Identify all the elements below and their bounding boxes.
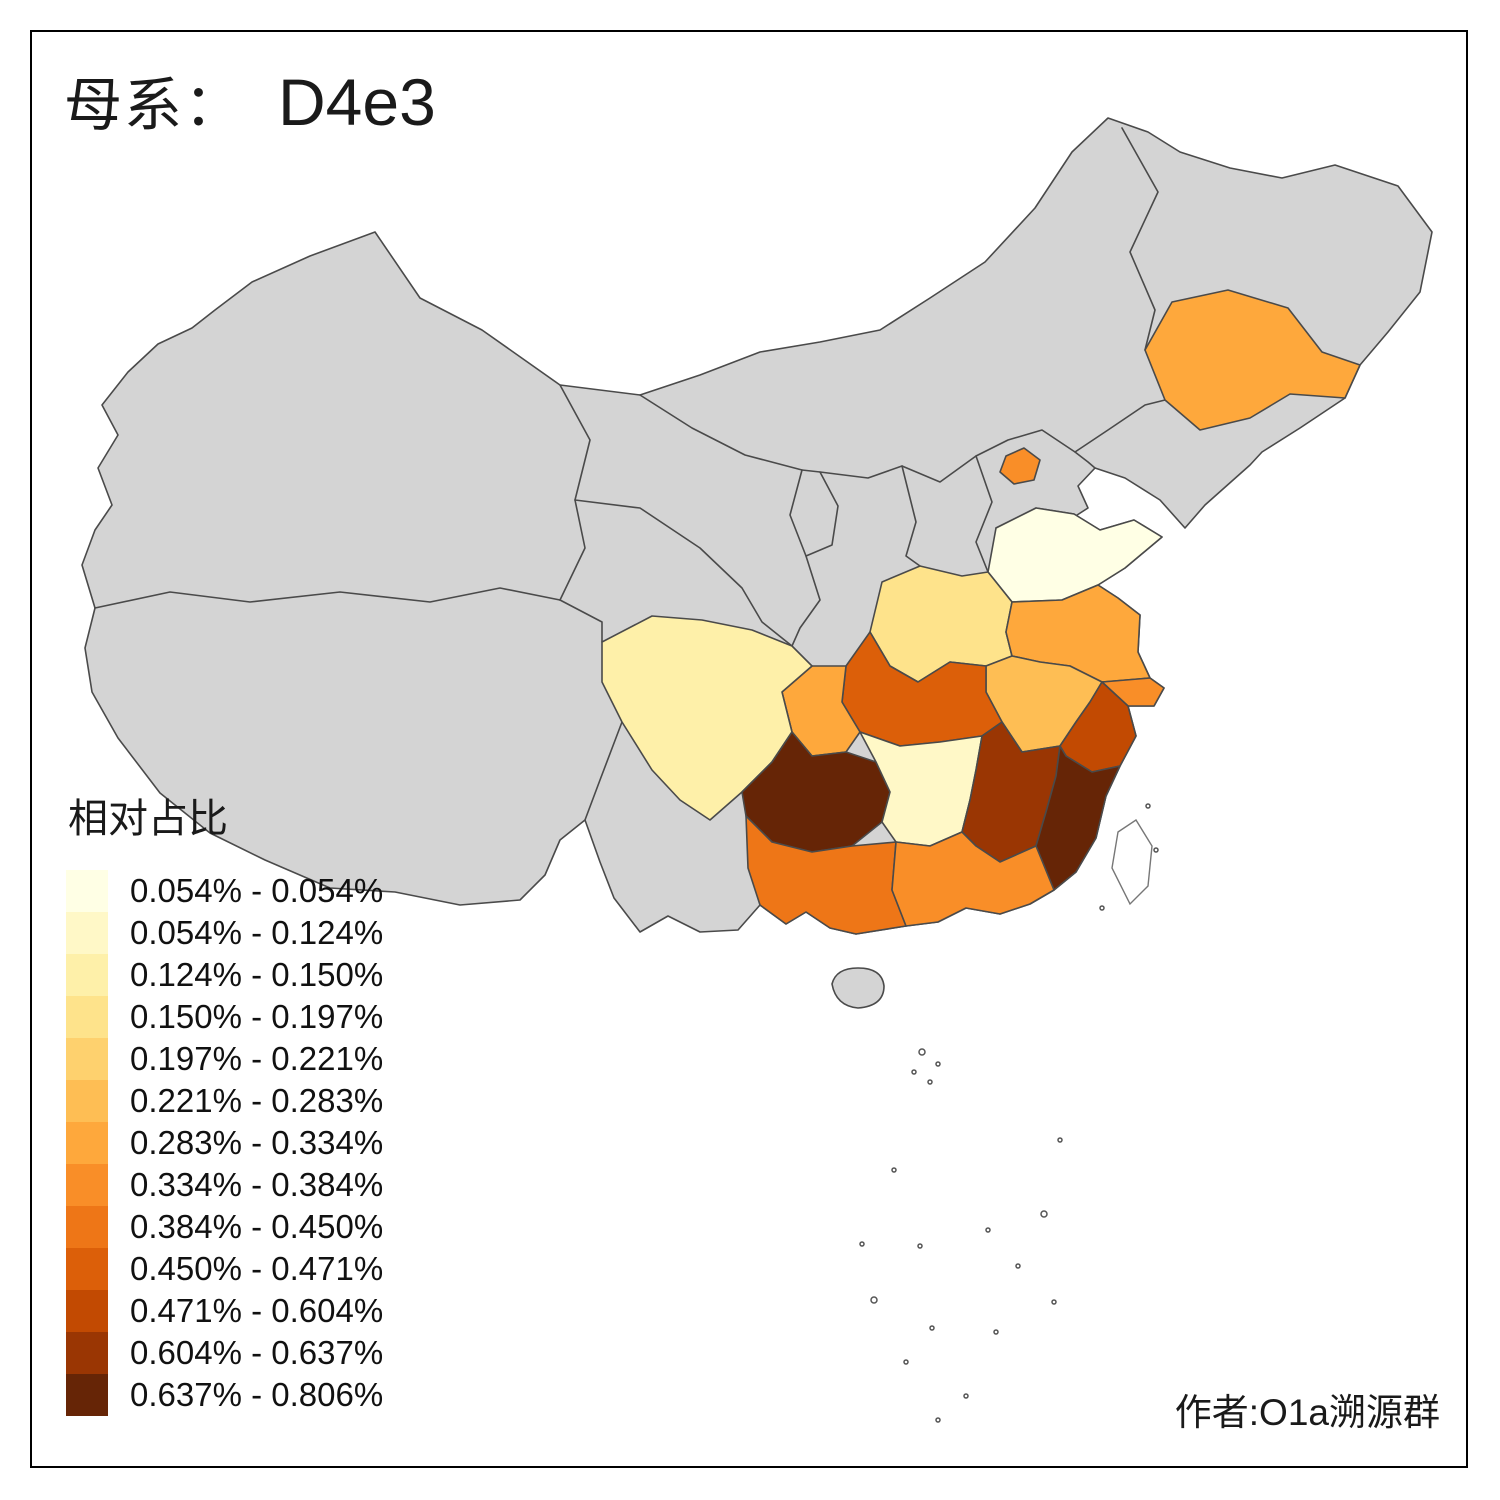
taiwan-island (1111, 819, 1153, 906)
legend-swatch (66, 1164, 108, 1206)
border-liaoning-hebei (1074, 451, 1096, 469)
border-gansu-neimenggu (639, 394, 803, 471)
legend-label: 0.637% - 0.806% (130, 1376, 384, 1413)
legend-entry: 0.384% - 0.450% (66, 1206, 383, 1248)
province-jilin (1144, 289, 1361, 431)
legend-entry: 0.450% - 0.471% (66, 1248, 383, 1290)
legend-swatch (66, 1206, 108, 1248)
legend-swatch (66, 1248, 108, 1290)
province-guangxi (745, 815, 907, 935)
islet (918, 1048, 926, 1056)
islet (903, 1359, 909, 1365)
title-haplogroup: D4e3 (278, 65, 436, 139)
province-beijing (999, 447, 1041, 485)
islet (1015, 1263, 1021, 1269)
legend-swatch (66, 1038, 108, 1080)
islet (1145, 803, 1151, 809)
legend-swatch (66, 1290, 108, 1332)
islet (870, 1296, 878, 1304)
legend-panel: 相对占比 0.054% - 0.054% 0.054% - 0.124% 0.1… (66, 786, 383, 1416)
legend-swatch (66, 996, 108, 1038)
legend-label: 0.283% - 0.334% (130, 1124, 384, 1161)
islet (935, 1061, 941, 1067)
legend-label: 0.054% - 0.054% (130, 872, 384, 909)
border-heilongjiang-neimenggu (1121, 127, 1159, 351)
islet (1057, 1137, 1063, 1143)
legend-label: 0.197% - 0.221% (130, 1040, 384, 1077)
border-shaanxi-shanxi (901, 465, 921, 567)
province-fujian (1035, 745, 1121, 891)
legend-label: 0.471% - 0.604% (130, 1292, 384, 1329)
legend-entry: 0.124% - 0.150% (66, 954, 383, 996)
legend-entry: 0.283% - 0.334% (66, 1122, 383, 1164)
islet (927, 1079, 933, 1085)
legend-label: 0.221% - 0.283% (130, 1082, 384, 1119)
legend-label: 0.054% - 0.124% (130, 914, 384, 951)
legend-label: 0.604% - 0.637% (130, 1334, 384, 1371)
islet (963, 1393, 969, 1399)
south-china-sea-islands (859, 803, 1159, 1423)
legend-entry: 0.334% - 0.384% (66, 1164, 383, 1206)
islet (985, 1227, 991, 1233)
legend-entry: 0.471% - 0.604% (66, 1290, 383, 1332)
islet (1153, 847, 1159, 853)
islet (911, 1069, 917, 1075)
legend-entry: 0.150% - 0.197% (66, 996, 383, 1038)
legend-entry: 0.637% - 0.806% (66, 1374, 383, 1416)
islet (1099, 905, 1105, 911)
legend-label: 0.450% - 0.471% (130, 1250, 384, 1287)
map-title: 母系： D4e3 (64, 58, 436, 142)
legend-label: 0.124% - 0.150% (130, 956, 384, 993)
no-data-province-borders (94, 127, 1166, 821)
islet (859, 1241, 865, 1247)
author-credit: 作者:O1a溯源群 (1174, 1392, 1440, 1433)
legend-swatch (66, 1080, 108, 1122)
legend-swatch (66, 1332, 108, 1374)
legend-swatch (66, 870, 108, 912)
legend-entry: 0.054% - 0.054% (66, 870, 383, 912)
islet (993, 1329, 999, 1335)
legend-swatch (66, 954, 108, 996)
legend-label: 0.150% - 0.197% (130, 998, 384, 1035)
legend-entry: 0.054% - 0.124% (66, 912, 383, 954)
legend-entry: 0.604% - 0.637% (66, 1332, 383, 1374)
border-tibet-yunnan (584, 721, 623, 821)
border-xinjiang-tibet (94, 587, 561, 609)
border-neimenggu-south (819, 399, 1166, 483)
legend-swatch (66, 1122, 108, 1164)
islet (1051, 1299, 1057, 1305)
islet (917, 1243, 923, 1249)
legend-label: 0.384% - 0.450% (130, 1208, 384, 1245)
title-prefix: 母系： (64, 73, 245, 138)
hainan-island (831, 967, 885, 1009)
plot-frame (30, 30, 1468, 1468)
islet (935, 1417, 941, 1423)
legend-entry: 0.197% - 0.221% (66, 1038, 383, 1080)
legend-swatch (66, 912, 108, 954)
legend-entries: 0.054% - 0.054% 0.054% - 0.124% 0.124% -… (66, 870, 383, 1416)
border-qinghai-gansu (574, 499, 793, 647)
islet (929, 1325, 935, 1331)
border-tibet-qinghai (559, 599, 603, 643)
islet (891, 1167, 897, 1173)
legend-label: 0.334% - 0.384% (130, 1166, 384, 1203)
islet (1040, 1210, 1048, 1218)
legend-title: 相对占比 (68, 797, 228, 841)
legend-entry: 0.221% - 0.283% (66, 1080, 383, 1122)
border-shaanxi-west (791, 555, 821, 647)
border-shanxi-hebei (975, 455, 993, 573)
legend-swatch (66, 1374, 108, 1416)
colored-provinces (601, 289, 1361, 935)
province-guangdong (891, 831, 1055, 927)
